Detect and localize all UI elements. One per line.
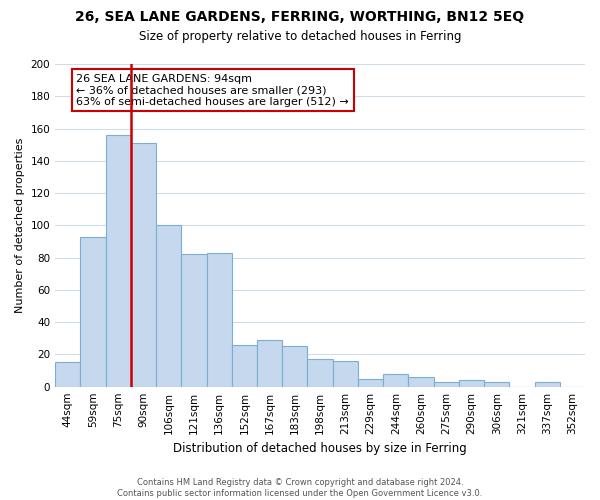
Bar	[55, 362, 80, 386]
Bar	[80, 236, 106, 386]
X-axis label: Distribution of detached houses by size in Ferring: Distribution of detached houses by size …	[173, 442, 467, 455]
Y-axis label: Number of detached properties: Number of detached properties	[15, 138, 25, 313]
Bar	[206, 253, 232, 386]
Bar	[307, 360, 332, 386]
Bar	[535, 382, 560, 386]
Bar	[282, 346, 307, 387]
Bar	[459, 380, 484, 386]
Text: Size of property relative to detached houses in Ferring: Size of property relative to detached ho…	[139, 30, 461, 43]
Bar	[106, 135, 131, 386]
Bar	[434, 382, 459, 386]
Text: 26 SEA LANE GARDENS: 94sqm
← 36% of detached houses are smaller (293)
63% of sem: 26 SEA LANE GARDENS: 94sqm ← 36% of deta…	[76, 74, 349, 107]
Bar	[409, 377, 434, 386]
Bar	[181, 254, 206, 386]
Bar	[383, 374, 409, 386]
Bar	[156, 226, 181, 386]
Bar	[332, 361, 358, 386]
Bar	[358, 378, 383, 386]
Bar	[131, 143, 156, 386]
Text: 26, SEA LANE GARDENS, FERRING, WORTHING, BN12 5EQ: 26, SEA LANE GARDENS, FERRING, WORTHING,…	[76, 10, 524, 24]
Bar	[232, 344, 257, 387]
Bar	[257, 340, 282, 386]
Bar	[484, 382, 509, 386]
Text: Contains HM Land Registry data © Crown copyright and database right 2024.
Contai: Contains HM Land Registry data © Crown c…	[118, 478, 482, 498]
